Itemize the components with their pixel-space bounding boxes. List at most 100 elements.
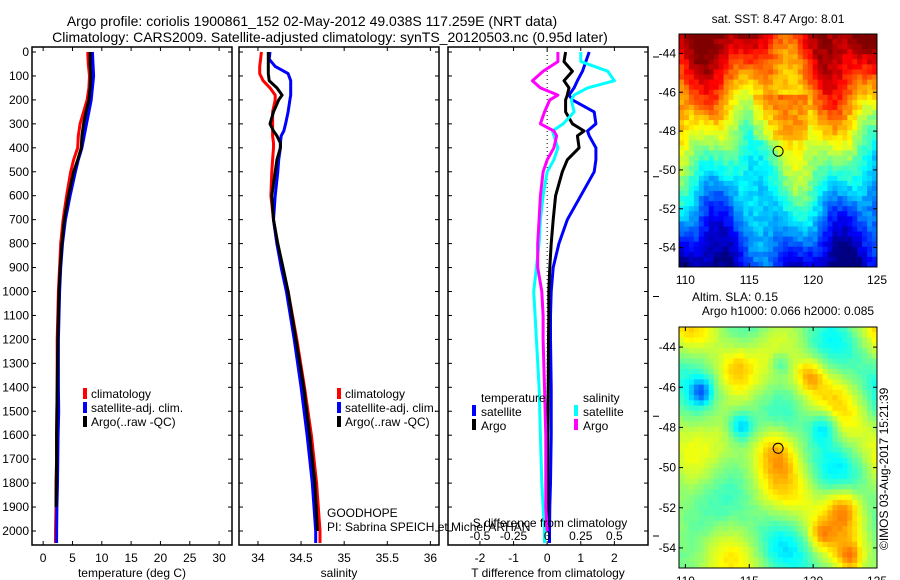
map-cell xyxy=(857,201,863,207)
map-cell xyxy=(812,226,819,233)
map-cell xyxy=(738,358,744,365)
map-cell xyxy=(847,39,853,45)
map-cell xyxy=(817,251,824,258)
map-cell xyxy=(723,89,730,96)
map-cell xyxy=(817,160,824,167)
map-cell xyxy=(728,145,735,152)
map-cell xyxy=(862,69,868,76)
map-cell xyxy=(782,216,789,223)
map-cell xyxy=(723,379,730,386)
map-cell xyxy=(758,246,764,253)
map-cell xyxy=(817,69,824,76)
map-cell xyxy=(817,547,824,553)
map-cell xyxy=(733,384,739,391)
map-cell xyxy=(862,452,868,459)
map-cell xyxy=(837,437,843,443)
map-cell xyxy=(832,389,838,396)
map-cell xyxy=(733,140,739,147)
map-cell xyxy=(738,34,744,40)
map-cell xyxy=(718,109,725,116)
map-cell xyxy=(713,374,720,380)
map-cell xyxy=(778,505,784,511)
map-cell xyxy=(763,69,769,76)
map-cell xyxy=(738,541,744,548)
map-cell xyxy=(703,358,710,365)
map-cell xyxy=(679,191,685,197)
map-cell xyxy=(778,395,784,401)
map-cell xyxy=(792,384,799,391)
map-cell xyxy=(708,185,715,192)
map-cell xyxy=(832,557,838,564)
map-cell xyxy=(698,170,705,177)
map-cell xyxy=(837,562,843,568)
map-cell xyxy=(708,379,715,386)
map-cell xyxy=(857,196,863,202)
map-cell xyxy=(743,211,749,217)
map-cell xyxy=(723,64,730,71)
map-cell xyxy=(718,241,725,248)
map-cell xyxy=(723,44,730,50)
map-cell xyxy=(842,342,848,349)
map-cell xyxy=(872,150,877,157)
map-cell xyxy=(768,452,774,459)
map-cell xyxy=(792,478,799,485)
map-cell xyxy=(852,374,858,380)
map-cell xyxy=(867,421,873,428)
map-cell xyxy=(743,74,749,81)
map-cell xyxy=(812,120,819,126)
map-cell xyxy=(748,221,754,228)
map-cell xyxy=(748,473,754,480)
map-cell xyxy=(867,145,873,152)
map-cell xyxy=(758,109,764,116)
map-cell xyxy=(758,256,764,263)
map-cell xyxy=(683,442,690,449)
map-cell xyxy=(758,557,764,564)
map-cell xyxy=(698,59,705,65)
map-cell xyxy=(728,246,735,253)
map-cell xyxy=(753,99,759,106)
map-cell xyxy=(797,165,804,172)
map-cell xyxy=(872,374,877,380)
map-cell xyxy=(847,84,853,91)
map-cell xyxy=(872,499,877,506)
map-cell xyxy=(718,452,725,459)
map-cell xyxy=(847,241,853,248)
map-cell xyxy=(778,557,784,564)
map-cell xyxy=(773,226,779,233)
map-cell xyxy=(679,69,685,76)
map-cell xyxy=(733,327,739,333)
map-cell xyxy=(733,337,739,344)
map-cell xyxy=(728,130,735,136)
map-cell xyxy=(792,191,799,197)
map-cell xyxy=(748,431,754,438)
map-cell xyxy=(698,180,705,187)
map-cell xyxy=(852,34,858,40)
map-cell xyxy=(822,180,829,187)
map-cell xyxy=(758,468,764,475)
map-cell xyxy=(787,109,794,116)
map-cell xyxy=(693,89,700,96)
map-cell xyxy=(862,206,868,212)
map-cell xyxy=(773,236,779,243)
map-cell xyxy=(812,379,819,386)
map-cell xyxy=(807,185,814,192)
map-cell xyxy=(679,64,685,71)
salinity-xtick-label: 35 xyxy=(337,551,351,565)
map-cell xyxy=(753,478,759,485)
map-cell xyxy=(738,125,744,131)
map-cell xyxy=(842,196,848,202)
map-cell xyxy=(812,231,819,238)
map-cell xyxy=(693,69,700,76)
map-cell xyxy=(698,115,705,121)
map-cell xyxy=(862,74,868,81)
map-cell xyxy=(857,104,863,111)
map-cell xyxy=(827,489,834,496)
map-cell xyxy=(852,231,858,238)
map-cell xyxy=(837,211,843,217)
copyright-timestamp: ©IMOS 03-Aug-2017 15:21:39 xyxy=(877,387,891,550)
map-cell xyxy=(713,175,720,182)
map-cell xyxy=(842,384,848,391)
map-cell xyxy=(688,552,695,559)
map-cell xyxy=(812,201,819,207)
map-cell xyxy=(738,536,744,543)
